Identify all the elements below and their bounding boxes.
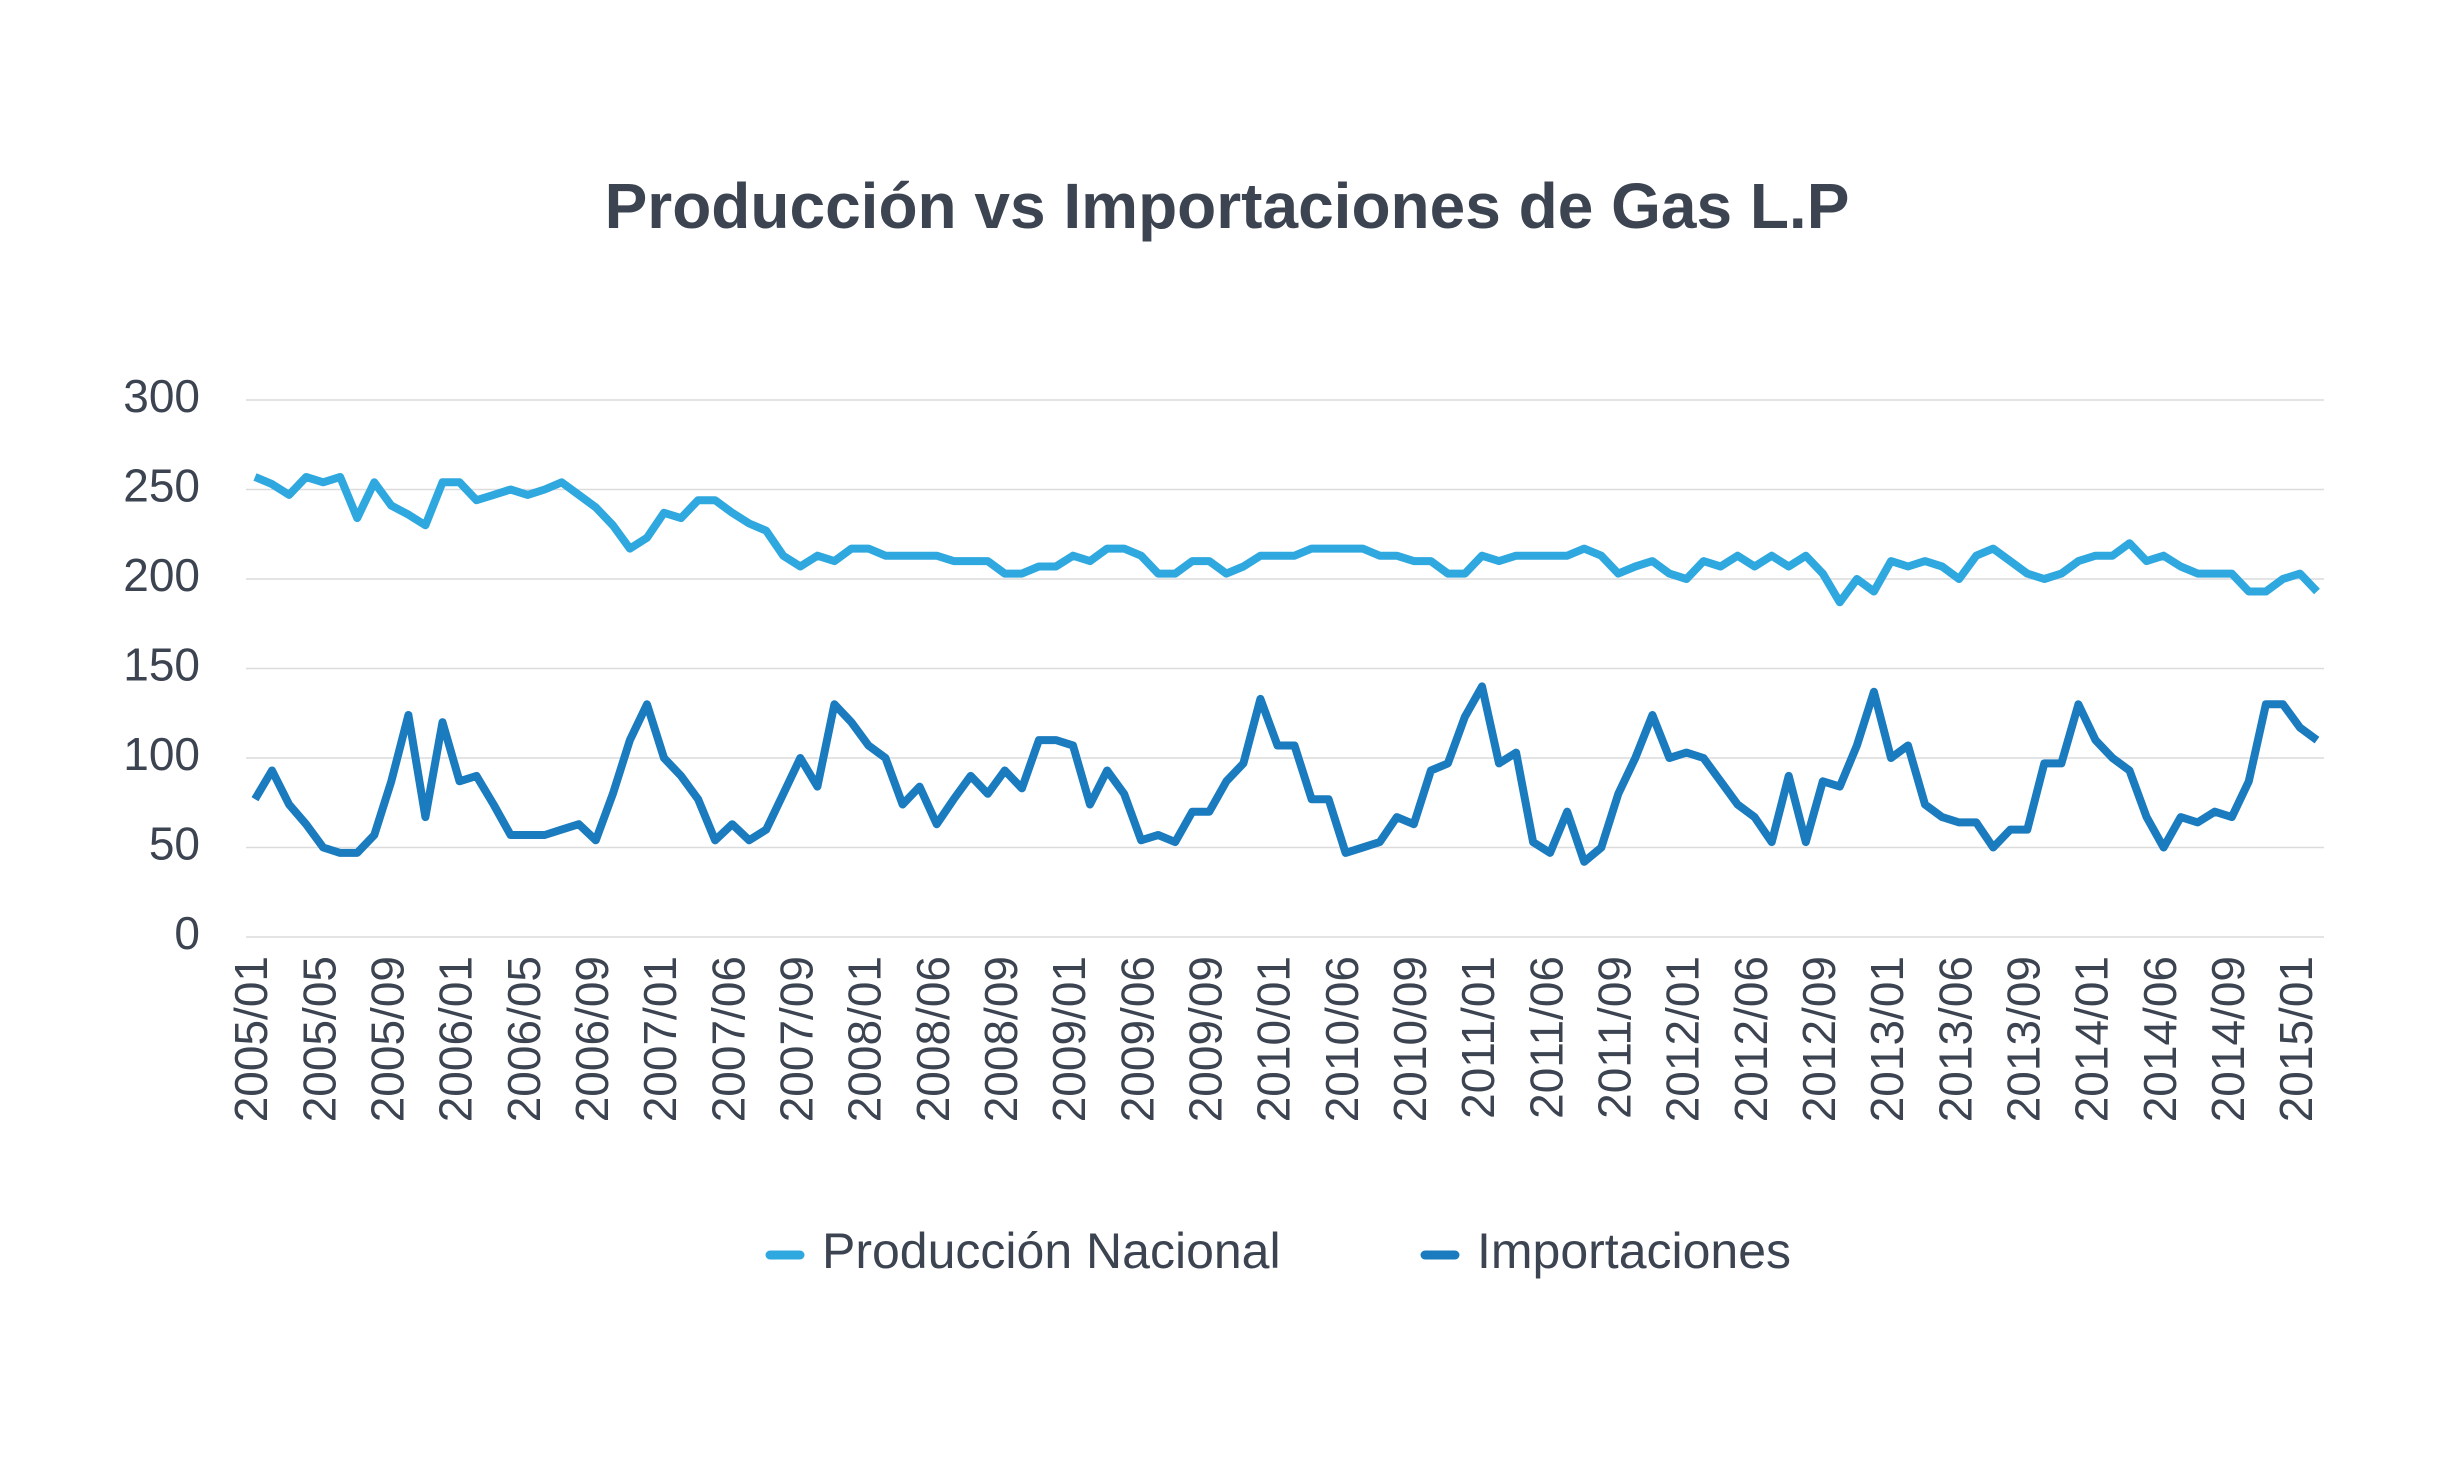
x-tick-label: 2007/01 xyxy=(634,956,686,1122)
y-tick-label: 50 xyxy=(149,818,200,870)
x-tick-label: 2008/09 xyxy=(975,956,1027,1122)
x-tick-label: 2011/01 xyxy=(1452,956,1504,1119)
x-tick-label: 2006/09 xyxy=(566,956,618,1122)
x-tick-label: 2007/09 xyxy=(770,956,822,1122)
x-tick-label: 2006/05 xyxy=(498,956,550,1122)
y-tick-label: 250 xyxy=(123,460,200,512)
x-tick-label: 2005/05 xyxy=(293,956,345,1122)
legend-label: Importaciones xyxy=(1477,1223,1791,1279)
x-tick-label: 2014/01 xyxy=(2066,956,2118,1122)
x-tick-label: 2008/01 xyxy=(839,956,891,1122)
y-tick-label: 100 xyxy=(123,728,200,780)
x-tick-label: 2011/09 xyxy=(1588,956,1640,1119)
x-tick-label: 2012/01 xyxy=(1657,956,1709,1122)
y-tick-label: 200 xyxy=(123,549,200,601)
data-line xyxy=(253,473,2320,607)
x-tick-label: 2009/06 xyxy=(1111,956,1163,1122)
legend-label: Producción Nacional xyxy=(822,1223,1281,1279)
x-tick-label: 2014/09 xyxy=(2202,956,2254,1122)
x-tick-label: 2013/06 xyxy=(1929,956,1981,1122)
x-tick-label: 2010/06 xyxy=(1316,956,1368,1122)
y-tick-label: 0 xyxy=(174,907,200,959)
x-tick-label: 2013/09 xyxy=(1997,956,2049,1122)
x-tick-label: 2009/09 xyxy=(1179,956,1231,1122)
y-tick-label: 300 xyxy=(123,370,200,422)
x-tick-label: 2005/09 xyxy=(361,956,413,1122)
y-tick-label: 150 xyxy=(123,639,200,691)
data-line xyxy=(251,682,2320,866)
x-tick-label: 2013/01 xyxy=(1861,956,1913,1122)
x-tick-label: 2006/01 xyxy=(430,956,482,1122)
x-tick-label: 2009/01 xyxy=(1043,956,1095,1122)
chart-title: Producción vs Importaciones de Gas L.P xyxy=(605,170,1850,242)
x-tick-label: 2012/06 xyxy=(1725,956,1777,1122)
x-tick-label: 2010/09 xyxy=(1384,956,1436,1122)
x-tick-label: 2011/06 xyxy=(1520,956,1572,1119)
x-tick-label: 2008/06 xyxy=(907,956,959,1122)
x-tick-label: 2010/01 xyxy=(1248,956,1300,1122)
x-tick-label: 2015/01 xyxy=(2270,956,2322,1122)
x-tick-label: 2007/06 xyxy=(702,956,754,1122)
x-tick-label: 2014/06 xyxy=(2134,956,2186,1122)
x-tick-label: 2012/09 xyxy=(1793,956,1845,1122)
x-tick-label: 2005/01 xyxy=(225,956,277,1122)
